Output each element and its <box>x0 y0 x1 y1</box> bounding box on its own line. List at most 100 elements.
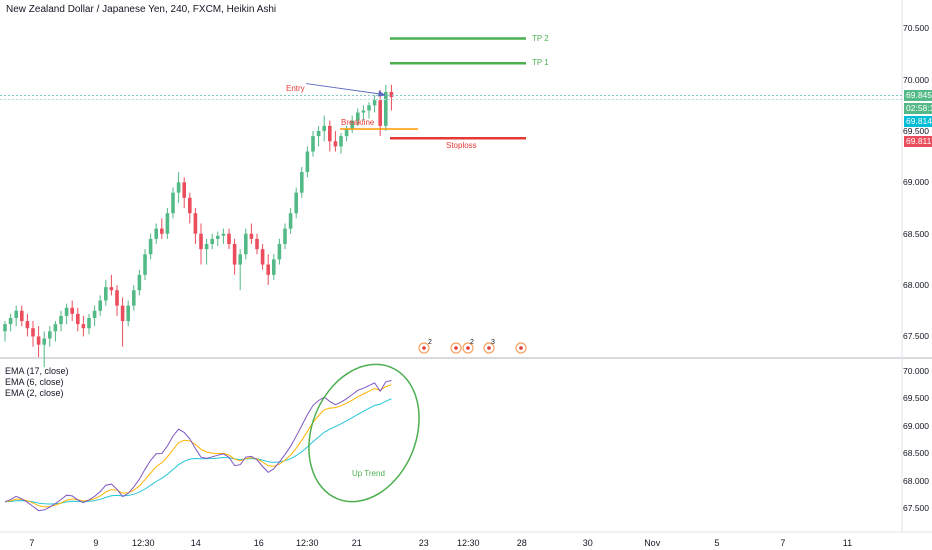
candle-body <box>98 300 102 311</box>
candle-body <box>221 233 226 236</box>
ema-y-tick-label: 69.000 <box>903 420 929 431</box>
x-tick-label: 12:30 <box>457 538 480 548</box>
candle-body <box>36 336 41 345</box>
candle-body <box>115 290 119 306</box>
price-tag: 69.811 <box>904 135 932 147</box>
candle-body <box>283 228 287 244</box>
entry-label: Entry <box>286 83 305 93</box>
x-tick-label: Nov <box>644 538 661 548</box>
candle-body <box>171 192 175 214</box>
candle-body <box>232 244 237 265</box>
chart-title: New Zealand Dollar / Japanese Yen, 240, … <box>6 4 277 15</box>
candle-body <box>76 313 80 325</box>
candle-body <box>316 131 321 137</box>
event-badge-count: 2 <box>470 339 474 346</box>
candle-body <box>154 228 158 239</box>
legend-ema-6: EMA (6, close) <box>5 377 64 387</box>
candle-body <box>277 244 282 260</box>
x-tick-label: 12:30 <box>296 538 319 548</box>
candle-body <box>48 331 52 339</box>
candle-body <box>300 172 304 193</box>
candle-body <box>14 310 18 318</box>
candle-body <box>42 338 46 345</box>
candle-body <box>372 100 377 106</box>
candle-body <box>356 112 360 121</box>
candle-body <box>20 310 24 322</box>
legend-ema-17: EMA (17, close) <box>5 366 69 376</box>
x-tick-label: 7 <box>29 538 35 548</box>
event-badge-dot <box>454 346 458 350</box>
candle-body <box>148 238 153 255</box>
candle-body <box>344 128 349 137</box>
event-badge-dot <box>466 346 470 350</box>
candle-body <box>255 238 259 250</box>
legend-ema-2: EMA (2, close) <box>5 388 64 398</box>
candle-body <box>59 315 63 325</box>
candle-body <box>361 110 366 113</box>
candle-body <box>70 307 74 314</box>
x-tick-label: 30 <box>582 538 593 548</box>
candle-body <box>294 192 298 214</box>
level-label: TP 2 <box>532 33 549 43</box>
candle-body <box>64 307 69 316</box>
candle-body <box>249 233 254 239</box>
candle-body <box>92 310 97 318</box>
event-badge-dot <box>519 346 523 350</box>
candle-body <box>305 151 310 173</box>
ema-y-tick-label: 70.000 <box>903 365 929 376</box>
candle-body <box>31 328 35 337</box>
entry-arrow-head <box>378 90 386 97</box>
candle-body <box>8 317 13 325</box>
candle-body <box>182 182 186 198</box>
x-tick-label: 7 <box>780 538 786 548</box>
x-tick-label: 11 <box>842 538 853 548</box>
candle-body <box>204 244 209 250</box>
candle-body <box>333 141 338 147</box>
uptrend-ellipse <box>308 363 420 503</box>
level-label: TP 1 <box>532 58 549 68</box>
event-badge-dot <box>487 346 491 350</box>
candle-body <box>367 105 371 111</box>
candle-body <box>143 254 147 275</box>
candle-body <box>176 182 181 193</box>
candle-body <box>384 91 388 126</box>
x-tick-label: 5 <box>714 538 720 548</box>
candle-body <box>199 233 203 250</box>
candle-body <box>238 254 242 265</box>
candle-body <box>137 274 142 291</box>
event-badge-count: 3 <box>491 339 495 346</box>
x-tick-label: 14 <box>190 538 201 548</box>
candle-body <box>160 228 164 234</box>
main-y-tick-label: 69.500 <box>903 126 929 136</box>
candle-body <box>311 136 315 152</box>
ema-line-6 <box>4 384 392 508</box>
candle-body <box>87 317 91 329</box>
event-badge-dot <box>422 346 426 350</box>
ema-y-tick-label: 67.500 <box>903 503 929 514</box>
uptrend-label: Up Trend <box>352 469 385 478</box>
candle-body <box>81 324 86 329</box>
x-tick-label: 16 <box>253 538 264 548</box>
candle-body <box>389 91 394 98</box>
main-y-tick-label: 67.500 <box>903 331 929 342</box>
candle-body <box>339 136 343 147</box>
candle-body <box>53 324 58 332</box>
candle-body <box>322 125 326 131</box>
price-tag: 69.845 <box>904 90 932 102</box>
price-tag: 69.814 <box>904 116 932 128</box>
ema-line-2 <box>4 380 392 512</box>
x-tick-label: 28 <box>516 538 527 548</box>
ema-y-tick-label: 68.000 <box>903 475 929 486</box>
candle-body <box>3 324 7 332</box>
entry-arrow-line <box>305 83 385 96</box>
ema-y-tick-label: 68.500 <box>903 448 929 459</box>
price-tag: 02:58:18 <box>904 102 932 114</box>
candle-body <box>193 213 198 234</box>
main-y-tick-label: 68.000 <box>903 280 929 291</box>
main-y-tick-label: 69.000 <box>903 177 929 188</box>
candle-body <box>266 264 270 275</box>
breakline-label: Breakline <box>341 117 375 127</box>
candle-body <box>260 249 265 265</box>
x-tick-label: 21 <box>351 538 362 548</box>
